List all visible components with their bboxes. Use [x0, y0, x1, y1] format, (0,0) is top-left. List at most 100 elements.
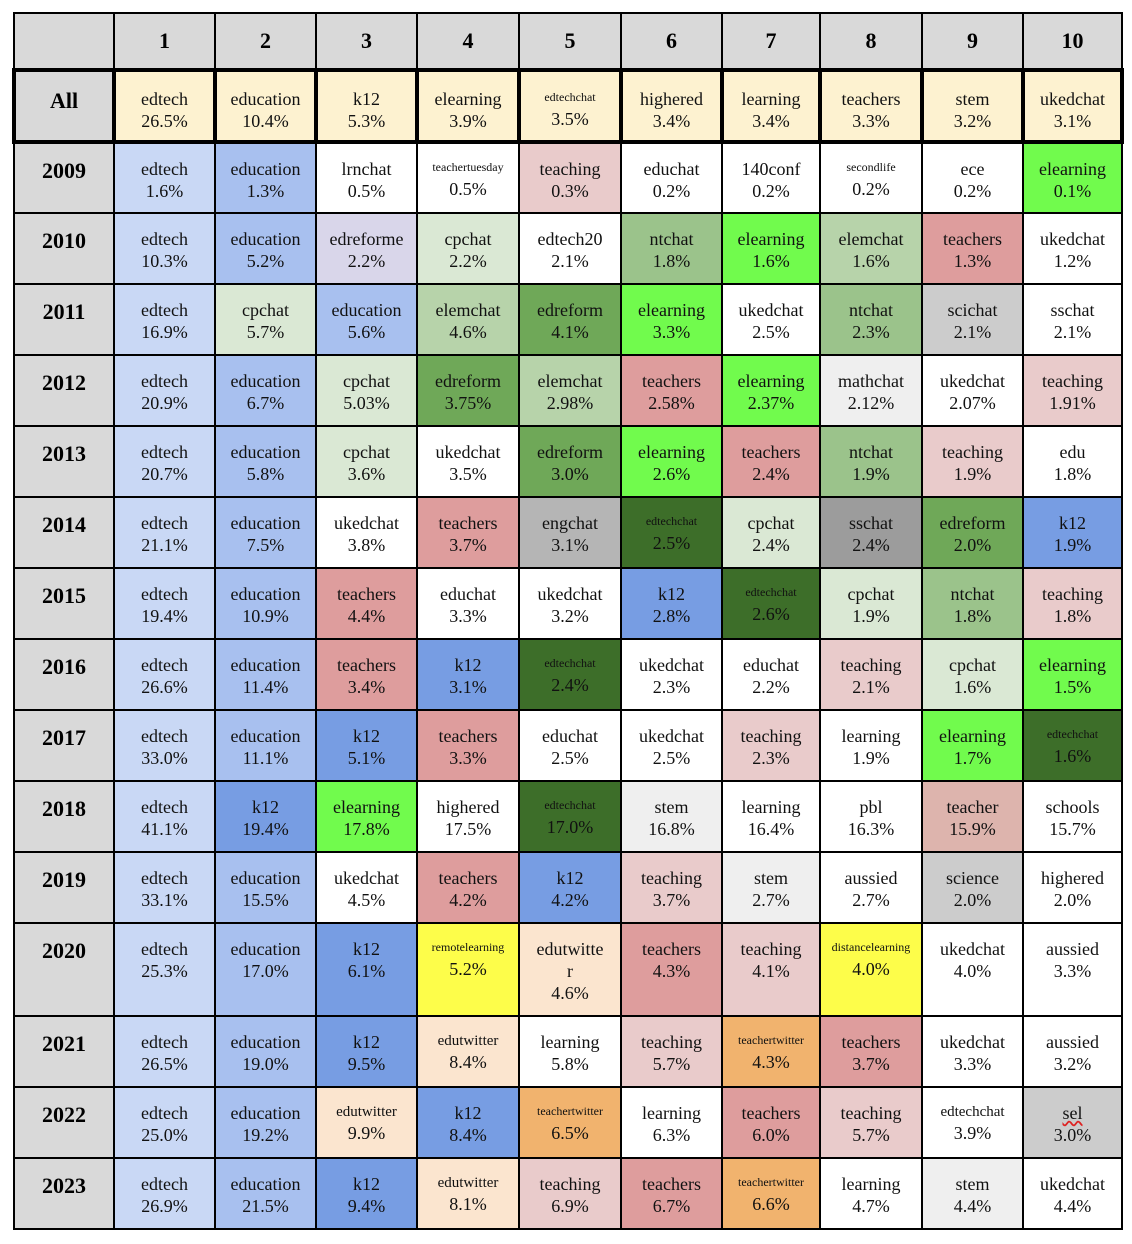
hashtag-cell: edtech20 2.1% — [518, 212, 622, 285]
hashtag-name: elearning — [434, 89, 502, 109]
hashtag-name: edtech — [141, 89, 188, 109]
rank-header: 9 — [921, 12, 1024, 71]
rank-header: 1 — [113, 12, 216, 71]
hashtag-percent: 19.4% — [242, 819, 289, 839]
hashtag-cell: teachers 4.3% — [620, 922, 723, 1017]
hashtag-name: elearning — [1039, 655, 1106, 675]
hashtag-percent: 8.1% — [449, 1194, 487, 1214]
row-label: 2018 — [13, 780, 115, 853]
hashtag-cell: edtechchat 2.4% — [518, 638, 622, 711]
hashtag-percent: 3.6% — [347, 464, 386, 484]
hashtag-cell: remotelearning 5.2% — [416, 922, 520, 1017]
hashtag-name: edtech20 — [537, 229, 603, 249]
hashtag-cell: cpchat 5.03% — [315, 354, 418, 427]
all-years-row: All edtech 26.5% education 10.4% k12 5.3% elear… — [12, 68, 1124, 144]
hashtag-percent: 2.2% — [752, 677, 790, 697]
hashtag-percent: 2.5% — [752, 322, 790, 342]
hashtag-cell: edreforme 2.2% — [315, 212, 418, 285]
year-row: 2023 edtech 26.9% education 21.5% k12 9.4% edut… — [13, 1157, 1123, 1230]
hashtag-name: education — [230, 442, 301, 462]
hashtag-percent: 10.4% — [242, 111, 289, 131]
hashtag-cell: educhat 0.2% — [620, 141, 723, 214]
hashtag-percent: 7.5% — [246, 535, 285, 555]
hashtag-cell: teaching 2.1% — [819, 638, 923, 711]
hashtag-percent: 2.1% — [852, 677, 890, 697]
hashtag-percent: 3.2% — [1053, 1054, 1092, 1074]
hashtag-name: edu — [1059, 442, 1086, 462]
hashtag-percent: 3.3% — [852, 111, 890, 131]
hashtag-name: education — [230, 584, 301, 604]
hashtag-name: education — [331, 300, 402, 320]
hashtag-name: teaching — [641, 868, 702, 888]
hashtag-name: teaching — [1042, 371, 1103, 391]
hashtag-cell: teachers 3.7% — [416, 496, 520, 569]
hashtag-percent: 3.2% — [953, 111, 992, 131]
hashtag-percent: 16.3% — [847, 819, 895, 839]
hashtag-cell: teaching 1.9% — [921, 425, 1024, 498]
hashtag-cell: teaching 6.9% — [518, 1157, 622, 1230]
hashtag-cell: teaching 0.3% — [518, 141, 622, 214]
hashtag-percent: 0.2% — [852, 179, 890, 199]
hashtag-name: edutwitter — [437, 1033, 499, 1049]
hashtag-name: edtechchat — [940, 1104, 1005, 1120]
hashtag-cell: 140conf 0.2% — [721, 141, 821, 214]
hashtag-cell: cpchat 3.6% — [315, 425, 418, 498]
hashtag-cell: educhat 2.5% — [518, 709, 622, 782]
hashtag-percent: 3.7% — [852, 1054, 890, 1074]
hashtag-percent: 3.75% — [444, 393, 492, 413]
hashtag-name: sel — [1062, 1103, 1083, 1123]
hashtag-name: k12 — [353, 1032, 380, 1052]
hashtag-percent: 6.5% — [551, 1123, 589, 1143]
hashtag-percent: 1.8% — [1053, 464, 1092, 484]
hashtag-cell: k12 5.1% — [315, 709, 418, 782]
hashtag-percent: 1.8% — [953, 606, 992, 626]
hashtag-name: k12 — [252, 797, 279, 817]
hashtag-name: ntchat — [950, 584, 995, 604]
hashtag-percent: 25.3% — [141, 961, 188, 981]
hashtag-cell: k12 19.4% — [214, 780, 317, 853]
hashtag-name: ukedchat — [435, 442, 501, 462]
hashtag-name: teaching — [942, 442, 1003, 462]
hashtag-percent: 10.9% — [242, 606, 289, 626]
hashtag-name: learning — [642, 1103, 701, 1123]
hashtag-percent: 0.2% — [752, 181, 790, 201]
hashtag-cell: teachers 3.3% — [416, 709, 520, 782]
hashtag-percent: 1.3% — [246, 181, 285, 201]
hashtag-name: ukedchat — [639, 655, 704, 675]
hashtag-percent: 2.2% — [449, 251, 487, 271]
hashtag-cell: aussied 3.2% — [1022, 1015, 1123, 1088]
hashtag-percent: 4.7% — [852, 1196, 890, 1216]
hashtag-name: elearning — [638, 300, 705, 320]
corner-header — [13, 12, 115, 71]
hashtag-cell: elearning 1.6% — [721, 212, 821, 285]
hashtag-name: ukedchat — [940, 939, 1005, 959]
hashtag-cell: edtech 26.6% — [113, 638, 216, 711]
hashtag-name: edreform — [435, 371, 501, 391]
hashtag-name: edreforme — [329, 229, 404, 249]
hashtag-name: edtech — [141, 584, 188, 604]
hashtag-percent: 3.3% — [449, 748, 487, 768]
hashtag-cell: edtech 26.5% — [113, 1015, 216, 1088]
hashtag-name: education — [230, 89, 301, 109]
hashtag-percent: 2.7% — [852, 890, 890, 910]
hashtag-name: elemchat — [435, 300, 501, 320]
hashtag-name: highered — [640, 89, 703, 109]
hashtag-name: edutwitter — [336, 1104, 397, 1120]
hashtag-cell: edutwitter 9.9% — [315, 1086, 418, 1159]
hashtag-name: teachers — [841, 1032, 901, 1052]
hashtag-percent: 1.9% — [852, 748, 890, 768]
hashtag-percent: 2.6% — [652, 464, 691, 484]
hashtag-percent: 4.4% — [1053, 1196, 1092, 1216]
hashtag-cell: edtechchat 2.5% — [620, 496, 723, 569]
hashtag-name: cpchat — [847, 584, 895, 604]
hashtag-name: highered — [1041, 868, 1104, 888]
hashtag-cell: k12 3.1% — [416, 638, 520, 711]
hashtag-percent: 0.2% — [953, 181, 992, 201]
hashtag-cell: k12 6.1% — [315, 922, 418, 1017]
hashtag-percent: 1.6% — [752, 251, 790, 271]
hashtag-percent: 15.5% — [242, 890, 289, 910]
hashtag-name: elearning — [638, 442, 705, 462]
hashtag-cell: elearning 2.6% — [620, 425, 723, 498]
hashtag-name: educhat — [542, 726, 598, 746]
year-row: 2015 edtech 19.4% education 10.9% teachers 4.4… — [13, 567, 1123, 640]
